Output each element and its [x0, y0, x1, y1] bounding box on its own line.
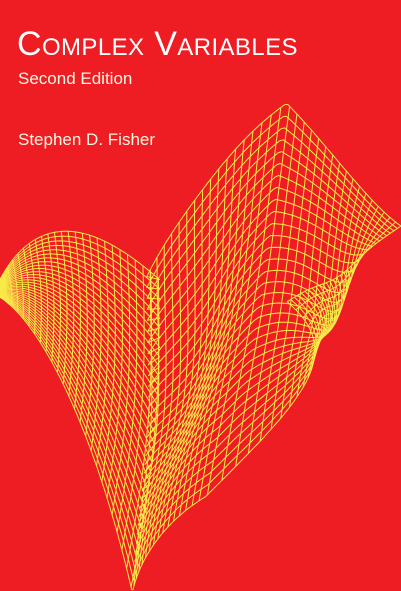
surface-cross-line: [0, 163, 384, 332]
surface-cross-line: [0, 284, 332, 509]
surface-cross-line: [0, 292, 322, 553]
surface-cross-line: [0, 223, 366, 387]
surface-cross-line: [0, 246, 359, 408]
surface-cross-line: [0, 127, 395, 300]
surface-cross-line: [0, 268, 350, 438]
surface-cross-line: [0, 296, 317, 581]
author-name: Stephen D. Fisher: [18, 130, 156, 149]
surface-cross-line: [0, 139, 391, 310]
edition-label: Second Edition: [18, 69, 133, 88]
surface-cross-line: [0, 294, 321, 562]
surface-contour-line: [302, 216, 391, 319]
surface-cross-line: [0, 283, 334, 500]
surface-contour-line: [289, 146, 327, 408]
surface-cross-line: [0, 279, 340, 474]
surface-cross-line: [0, 286, 330, 517]
surface-mesh: [0, 103, 401, 591]
surface-cross-line: [0, 186, 377, 355]
surface-contour-line: [270, 129, 312, 430]
surface-cross-line: [0, 211, 370, 377]
surface-cross-line: [0, 287, 328, 526]
surface-cross-line: [0, 274, 345, 456]
surface-cross-line: [0, 265, 353, 428]
book-title: Complex Variables: [17, 25, 298, 63]
surface-cross-line: [0, 235, 363, 398]
surface-cross-line: [0, 258, 356, 418]
surface-cross-line: [0, 151, 388, 321]
surface-cross-line: [0, 103, 401, 281]
surface-cross-line: [0, 277, 342, 465]
surface-cross-line: [0, 115, 398, 290]
surface-cross-line: [0, 296, 316, 591]
surface-cross-line: [0, 199, 373, 366]
surface-cross-line: [0, 290, 324, 544]
surface-cross-line: [0, 289, 326, 535]
surface-contour-line: [307, 211, 385, 327]
surface-cross-line: [0, 280, 338, 483]
surface-cross-line: [0, 175, 381, 343]
surface-cross-line: [0, 296, 319, 572]
